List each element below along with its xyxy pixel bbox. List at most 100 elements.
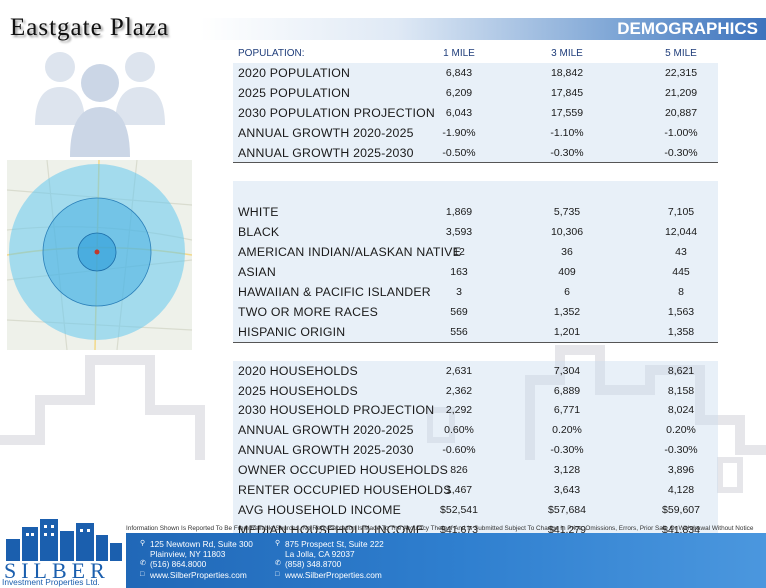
table-row: 2030 HOUSEHOLD PROJECTION 2,292 6,771 8,024 [233,400,718,420]
table-header: POPULATION: 1 MILE 3 MILE 5 MILE [233,44,718,63]
value-5-mile: 8,158 [667,384,695,397]
table-row: 2025 POPULATION 6,209 17,845 21,209 [233,83,718,103]
value-3-mile: 6 [564,285,570,298]
race-section: WHITE 1,869 5,735 7,105 BLACK 3,593 10,306 12,… [233,181,718,343]
silber-logo: SILBER Investment Properties Ltd. [0,513,126,588]
value-3-mile: 1,352 [553,305,581,318]
table-row: ASIAN 163 409 445 [233,262,718,282]
row-label: TWO OR MORE RACES [238,304,379,319]
table-row: HISPANIC ORIGIN 556 1,201 1,358 [233,322,718,342]
phone-icon: ✆ [140,560,146,568]
header-3-mile: 3 MILE [551,48,583,59]
logo-wordmark: SILBER [4,558,110,583]
table-row: AMERICAN INDIAN/ALASKAN NATIVE 12 36 43 [233,242,718,262]
table-row: ANNUAL GROWTH 2025-2030 -0.60% -0.30% -0.30… [233,440,718,460]
office-ny-city: Plainview, NY 11803 [150,549,226,560]
demographics-banner: DEMOGRAPHICS [200,18,766,40]
value-5-mile: 3,896 [667,464,695,477]
value-3-mile: 36 [561,246,573,259]
banner-title: DEMOGRAPHICS [617,19,758,38]
table-row: 2020 HOUSEHOLDS 2,631 7,304 8,621 [233,361,718,381]
footer-bar [0,533,766,588]
web-icon: □ [275,570,280,578]
value-5-mile: -1.00% [664,126,698,139]
value-5-mile: 4,128 [667,483,695,496]
row-label: ANNUAL GROWTH 2020-2025 [238,125,414,140]
row-label: ANNUAL GROWTH 2020-2025 [238,423,414,438]
value-1-mile: 2,292 [445,404,473,417]
value-5-mile: $59,607 [662,503,700,516]
value-3-mile: 6,771 [553,404,581,417]
value-5-mile: -0.30% [664,444,698,457]
value-5-mile: 8,024 [667,404,695,417]
value-1-mile: 556 [450,325,468,338]
value-3-mile: 5,735 [553,206,581,219]
table-row: ANNUAL GROWTH 2020-2025 0.60% 0.20% 0.20% [233,420,718,440]
phone-icon: ✆ [275,560,281,568]
value-5-mile: 21,209 [664,86,698,99]
row-label: OWNER OCCUPIED HOUSEHOLDS [238,463,448,478]
office-ca-phone[interactable]: (858) 348.8700 [285,559,342,570]
value-1-mile: 0.60% [444,424,474,437]
table-row: RENTER OCCUPIED HOUSEHOLDS 1,467 3,643 4,12… [233,480,718,500]
office-ca-city: La Jolla, CA 92037 [285,549,355,560]
value-3-mile: 7,304 [553,364,581,377]
value-3-mile: 18,842 [550,66,584,79]
row-label: 2030 HOUSEHOLD PROJECTION [238,403,435,418]
value-5-mile: 1,563 [667,305,695,318]
value-3-mile: -1.10% [550,126,584,139]
map-pin-icon: ⚲ [275,540,281,547]
office-ny-website[interactable]: www.SilberProperties.com [150,569,247,580]
value-3-mile: $41,279 [548,523,586,536]
office-ca-address: 875 Prospect St, Suite 222 [285,539,384,549]
value-3-mile: 409 [558,266,576,279]
value-3-mile: 1,201 [553,325,581,338]
table-row: ANNUAL GROWTH 2020-2025 -1.90% -1.10% -1.00… [233,123,718,143]
header-1-mile: 1 MILE [443,48,475,59]
value-1-mile: $52,541 [440,503,478,516]
value-5-mile: 1,358 [667,325,695,338]
table-row: TWO OR MORE RACES 569 1,352 1,563 [233,302,718,322]
row-label: 2020 HOUSEHOLDS [238,363,358,378]
row-label: HAWAIIAN & PACIFIC ISLANDER [238,284,431,299]
office-ny-phone[interactable]: (516) 864.8000 [150,559,207,570]
value-3-mile: 17,845 [550,86,584,99]
table-row: BLACK 3,593 10,306 12,044 [233,222,718,242]
row-label: ANNUAL GROWTH 2025-2030 [238,145,414,160]
value-5-mile: 7,105 [667,206,695,219]
value-3-mile: -0.30% [550,444,584,457]
value-1-mile: 163 [450,266,468,279]
value-5-mile: 43 [675,246,687,259]
row-label: 2025 POPULATION [238,85,351,100]
radius-map [7,160,192,350]
households-section: 2020 HOUSEHOLDS 2,631 7,304 8,621 2025 HOUS… [233,360,718,541]
value-5-mile: -0.30% [664,146,698,159]
header-population: POPULATION: [238,48,305,59]
value-1-mile: -0.60% [442,444,476,457]
building-logo-icon [6,519,122,561]
table-row: AVG HOUSEHOLD INCOME $52,541 $57,684 $59,60… [233,500,718,520]
value-1-mile: $41,673 [440,523,478,536]
table-row: 2030 POPULATION PROJECTION 6,043 17,559 20,… [233,103,718,123]
value-5-mile: $41,834 [662,523,700,536]
table-row: 2020 POPULATION 6,843 18,842 22,315 [233,63,718,83]
value-1-mile: 2,631 [445,364,473,377]
row-label: BLACK [238,225,280,240]
office-ca-contact: ⚲ 875 Prospect St, Suite 222 La Jolla, CA… [275,539,384,580]
office-ca-website[interactable]: www.SilberProperties.com [285,569,382,580]
office-ny-contact: ⚲ 125 Newtown Rd, Suite 300 Plainview, NY… [140,539,253,580]
value-1-mile: -1.90% [442,126,476,139]
header-5-mile: 5 MILE [665,48,697,59]
value-1-mile: 3,593 [445,226,473,239]
map-pin-icon: ⚲ [140,540,146,547]
value-1-mile: 3 [456,285,462,298]
value-5-mile: 8 [678,285,684,298]
row-label: 2025 HOUSEHOLDS [238,383,358,398]
row-label: WHITE [238,205,279,220]
table-row: 2025 HOUSEHOLDS 2,362 6,889 8,158 [233,381,718,401]
value-3-mile: 6,889 [553,384,581,397]
population-section: 2020 POPULATION 6,843 18,842 22,315 2025 PO… [233,63,718,164]
value-1-mile: 6,843 [445,66,473,79]
value-1-mile: 2,362 [445,384,473,397]
value-5-mile: 12,044 [664,226,698,239]
